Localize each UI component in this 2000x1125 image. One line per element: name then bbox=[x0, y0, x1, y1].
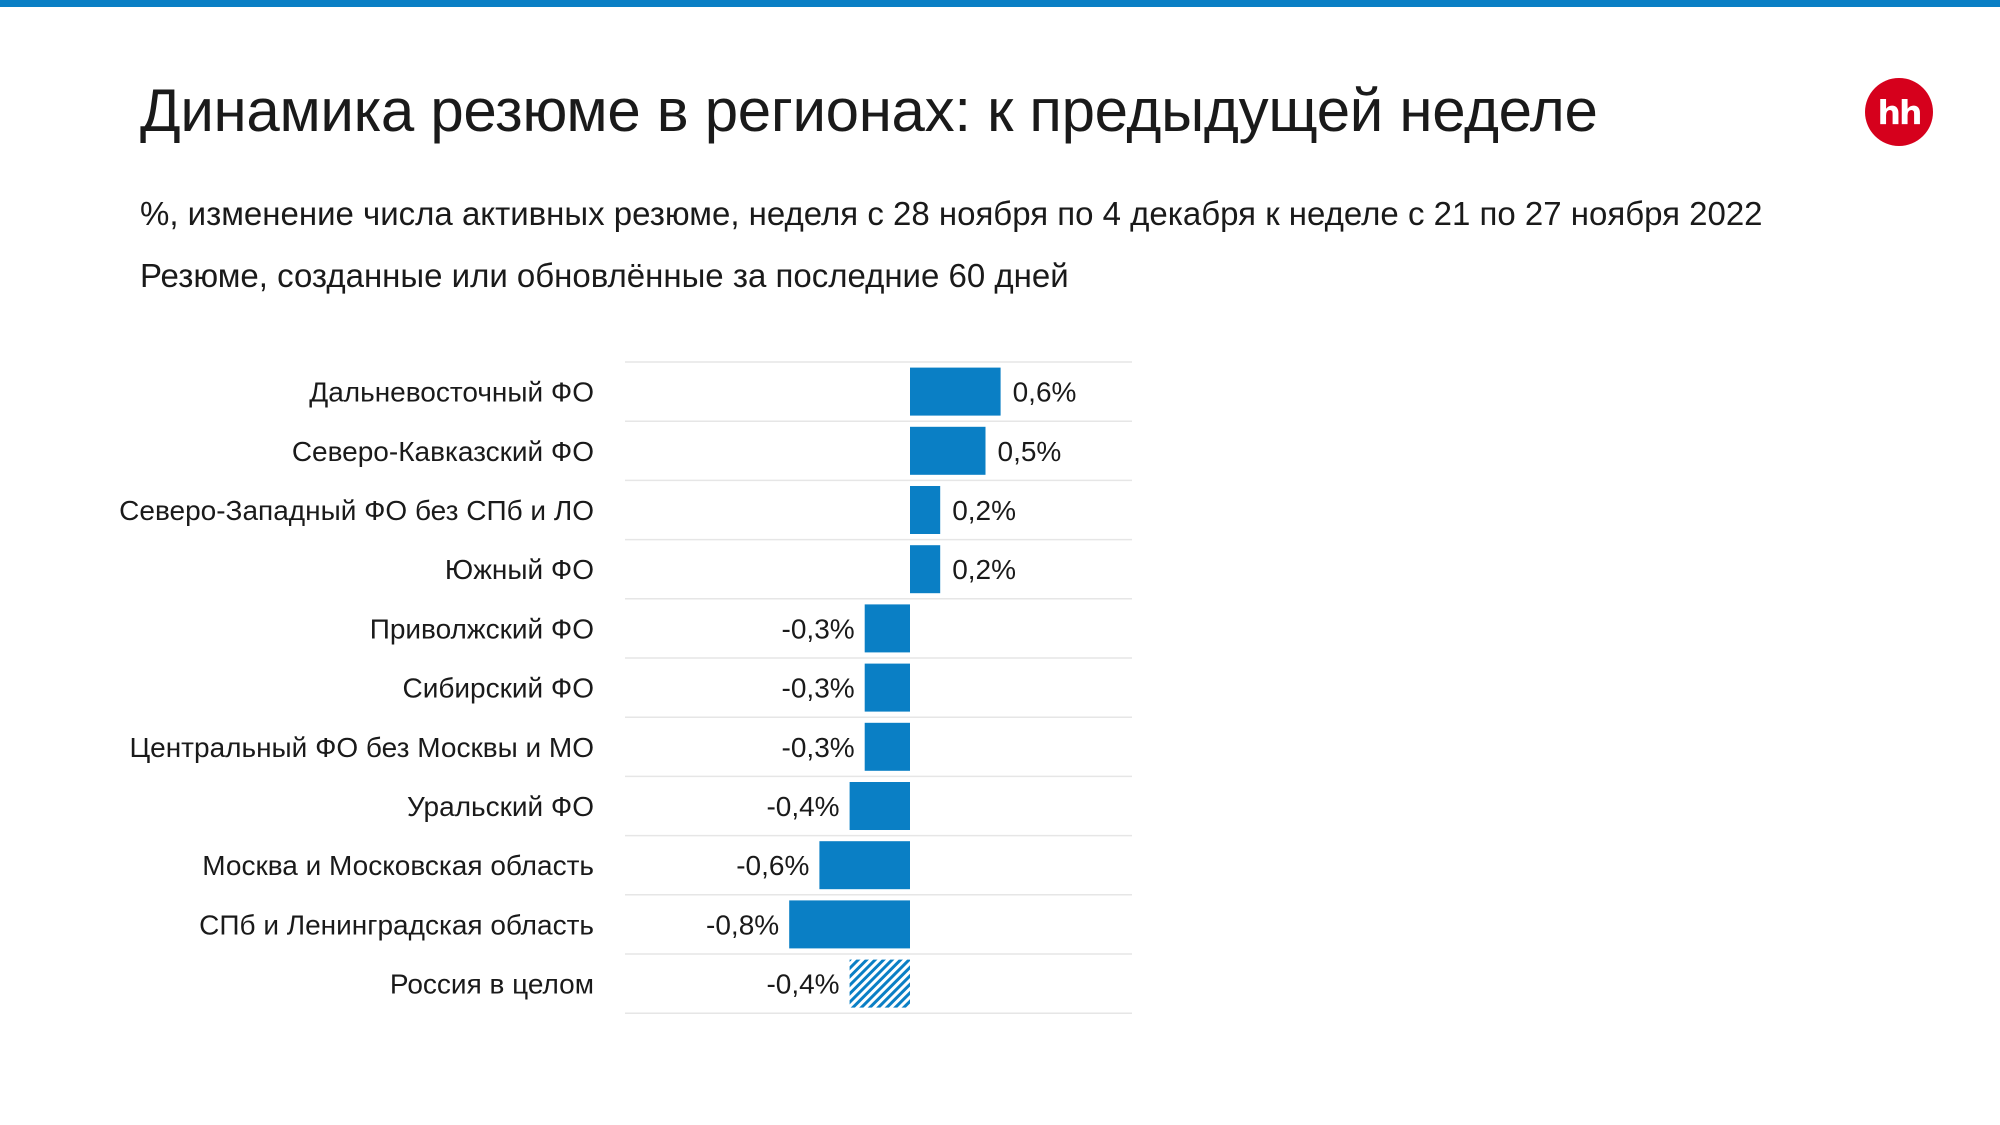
data-label: 0,2% bbox=[952, 495, 1016, 526]
bar bbox=[849, 782, 910, 830]
page-title: Динамика резюме в регионах: к предыдущей… bbox=[140, 77, 1598, 144]
data-label: -0,4% bbox=[766, 791, 839, 822]
data-label: -0,3% bbox=[782, 732, 855, 763]
data-label: -0,8% bbox=[706, 909, 779, 940]
category-label: Россия в целом bbox=[390, 969, 594, 1000]
category-label: Приволжский ФО bbox=[370, 613, 594, 644]
top-accent-bar bbox=[0, 0, 2000, 7]
bar bbox=[819, 841, 910, 890]
category-label: Северо-Кавказский ФО bbox=[292, 436, 594, 467]
data-label: 0,5% bbox=[998, 436, 1062, 467]
category-label: Сибирский ФО bbox=[403, 673, 595, 704]
bar bbox=[910, 545, 941, 594]
bar bbox=[864, 604, 910, 653]
value-labels: 0,6% 0,5% 0,2% 0,2% -0,3% -0,3% -0,3% -0,4% -0,6… bbox=[706, 377, 1076, 1000]
category-labels: Дальневосточный ФО Северо-Кавказский ФО Се… bbox=[119, 377, 594, 1000]
bar bbox=[864, 663, 910, 712]
category-label: Уральский ФО bbox=[407, 791, 594, 822]
category-label: Москва и Московская область bbox=[202, 850, 594, 881]
bar bbox=[864, 722, 910, 771]
category-label: Дальневосточный ФО bbox=[309, 377, 594, 408]
data-label: -0,4% bbox=[766, 969, 839, 1000]
bars bbox=[789, 367, 1001, 1008]
data-label: 0,2% bbox=[952, 554, 1016, 585]
bar bbox=[910, 486, 941, 534]
data-label: -0,6% bbox=[736, 850, 809, 881]
bar bbox=[849, 959, 910, 1008]
category-label: Южный ФО bbox=[445, 554, 594, 585]
chart-subtitle: %, изменение числа активных резюме, неде… bbox=[140, 195, 1763, 232]
category-label: Северо-Западный ФО без СПб и ЛО bbox=[119, 495, 594, 526]
bar bbox=[789, 900, 910, 949]
data-label: 0,6% bbox=[1013, 377, 1077, 408]
hh-logo: hh bbox=[1865, 78, 1933, 146]
row-separators bbox=[625, 361, 1132, 1014]
chart-note: Резюме, созданные или обновлённые за пос… bbox=[140, 257, 1069, 294]
data-label: -0,3% bbox=[782, 613, 855, 644]
bar bbox=[910, 367, 1001, 416]
category-label: Центральный ФО без Москвы и МО bbox=[129, 732, 594, 763]
data-label: -0,3% bbox=[782, 673, 855, 704]
category-label: СПб и Ленинградская область bbox=[199, 909, 594, 940]
bar bbox=[910, 426, 986, 475]
